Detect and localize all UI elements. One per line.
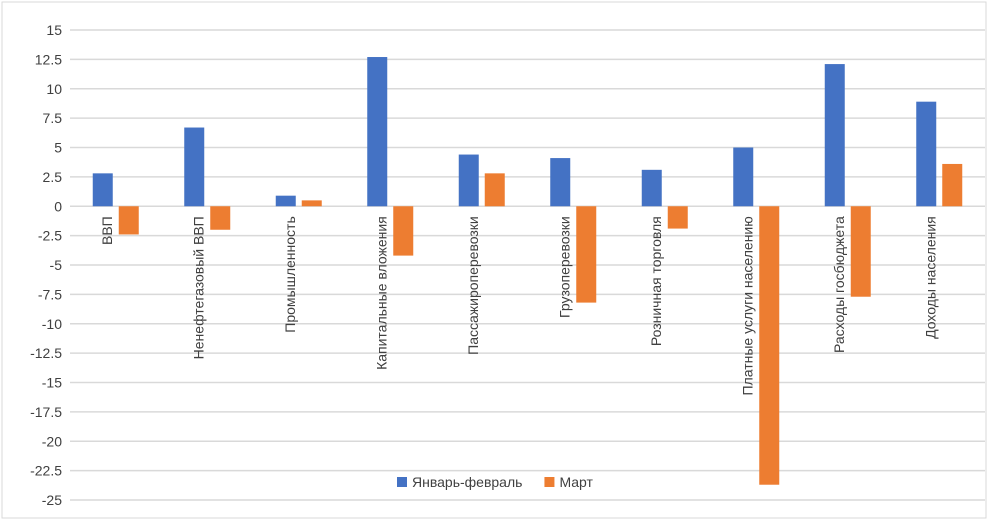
bar-march: [301, 200, 322, 207]
y-tick-label: 10: [46, 81, 62, 97]
bar-jan-feb: [824, 64, 845, 207]
y-tick-label: 0: [54, 198, 62, 214]
x-category-label: ВВП: [99, 216, 115, 245]
x-category-label: Грузоперевозки: [556, 216, 572, 318]
x-category-label: Промышленность: [282, 216, 298, 332]
x-category-label: Розничная торговля: [648, 216, 664, 346]
y-tick-label: 12.5: [35, 51, 62, 67]
bar-jan-feb: [641, 169, 662, 207]
bar-march: [118, 206, 139, 235]
bar-jan-feb: [367, 57, 388, 207]
bar-march: [942, 163, 963, 207]
bar-jan-feb: [184, 127, 205, 207]
y-tick-label: 2.5: [43, 169, 63, 185]
y-tick-label: -25: [42, 492, 62, 508]
x-category-label: Платные услуги населению: [739, 216, 755, 395]
legend-swatch: [397, 477, 407, 487]
y-tick-label: -10: [42, 316, 62, 332]
bar-jan-feb: [733, 147, 754, 207]
bar-jan-feb: [275, 195, 296, 207]
y-tick-label: 15: [46, 22, 62, 38]
bar-march: [484, 173, 505, 207]
x-category-label: Ненефтегазовый ВВП: [190, 216, 206, 359]
bar-jan-feb: [458, 154, 479, 207]
bar-jan-feb: [550, 158, 571, 207]
bar-march: [210, 206, 231, 230]
x-category-label: Расходы госбюджета: [831, 216, 847, 353]
y-tick-label: -17.5: [30, 404, 62, 420]
bar-jan-feb: [916, 101, 937, 207]
legend-label: Март: [559, 474, 593, 490]
y-tick-label: -7.5: [38, 286, 62, 302]
x-category-label: Доходы населения: [922, 216, 938, 339]
bar-march: [393, 206, 414, 256]
y-tick-label: 5: [54, 140, 62, 156]
bar-jan-feb: [92, 173, 113, 207]
y-tick-label: -22.5: [30, 463, 62, 479]
y-tick-label: -15: [42, 375, 62, 391]
y-tick-label: 7.5: [43, 110, 63, 126]
legend-label: Январь-февраль: [412, 474, 522, 490]
x-category-label: Капитальные вложения: [373, 216, 389, 370]
bar-march: [850, 206, 871, 297]
bar-march: [576, 206, 597, 303]
y-tick-label: -12.5: [30, 345, 62, 361]
bar-march: [759, 206, 780, 485]
legend-swatch: [544, 477, 555, 487]
y-tick-label: -2.5: [38, 228, 62, 244]
y-tick-label: -5: [50, 257, 63, 273]
bar-march: [667, 206, 688, 229]
y-tick-label: -20: [42, 433, 62, 449]
x-category-label: Пассажироперевозки: [465, 216, 481, 355]
